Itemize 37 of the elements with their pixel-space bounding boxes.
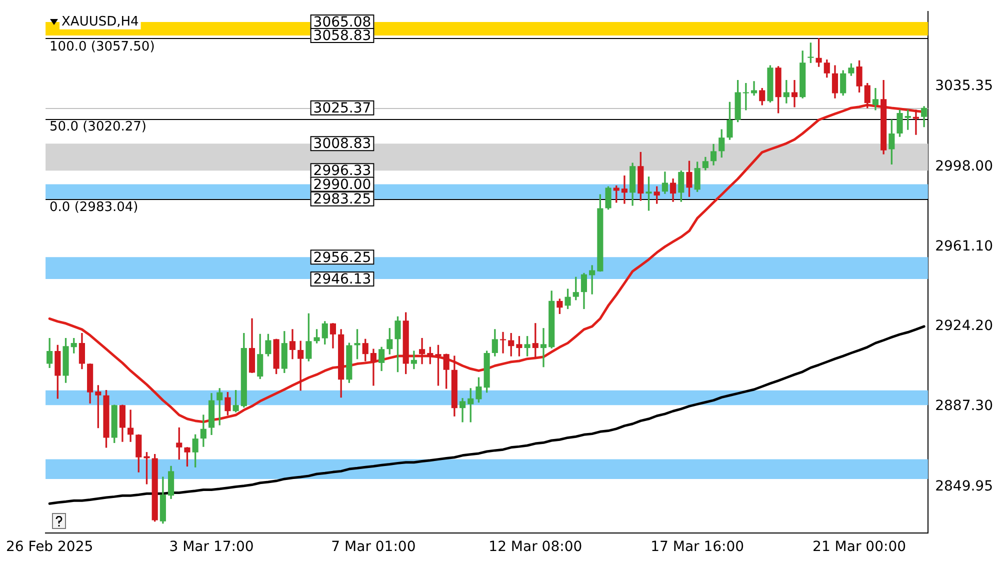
y-tick-label: 2998.00 [935,158,994,175]
y-tick-label: 3035.35 [935,78,994,94]
y-tick-label: 2887.30 [935,398,994,414]
candlestick [621,175,628,204]
y-tick-label: 2961.10 [935,238,994,254]
annotation: 2946.13 [313,272,372,288]
annotation: 3058.83 [313,28,372,44]
candlestick [750,81,758,96]
chart-title: XAUUSD,H4 [62,14,139,30]
candlestick [419,338,426,364]
annotation: 2983.25 [313,191,372,208]
ref-line-label: 50.0 (3020.27) [50,120,147,135]
y-tick-label: 2924.20 [935,318,994,334]
x-tick-label: 7 Mar 01:00 [331,539,416,556]
x-tick-label: 17 Mar 16:00 [650,539,744,556]
x-tick-label: 21 Mar 00:00 [812,539,906,556]
candlestick [370,348,376,386]
candlestick [500,332,506,354]
candlestick [742,83,749,110]
candlestick [791,80,798,108]
annotation: 3025.37 [313,100,372,116]
annotation: 3065.08 [313,14,372,31]
annotation: 2990.00 [313,176,372,193]
ref-line-label: 100.0 (3057.50) [50,39,155,54]
annotation: 2956.25 [313,250,372,266]
ref-line-label: 0.0 (2983.04) [50,200,138,216]
candlestick [128,410,134,442]
x-tick-label: 12 Mar 08:00 [488,539,582,556]
y-tick-label: 2849.95 [935,478,994,494]
x-tick-label: 3 Mar 17:00 [169,539,254,556]
candlestick [540,328,547,368]
x-tick-label: 26 Feb 2025 [6,539,94,556]
annotation: 2996.33 [313,163,372,180]
annotation: 3008.83 [313,136,372,152]
candlestick [912,110,919,135]
candlestick [410,350,417,370]
candlestick [589,265,596,294]
